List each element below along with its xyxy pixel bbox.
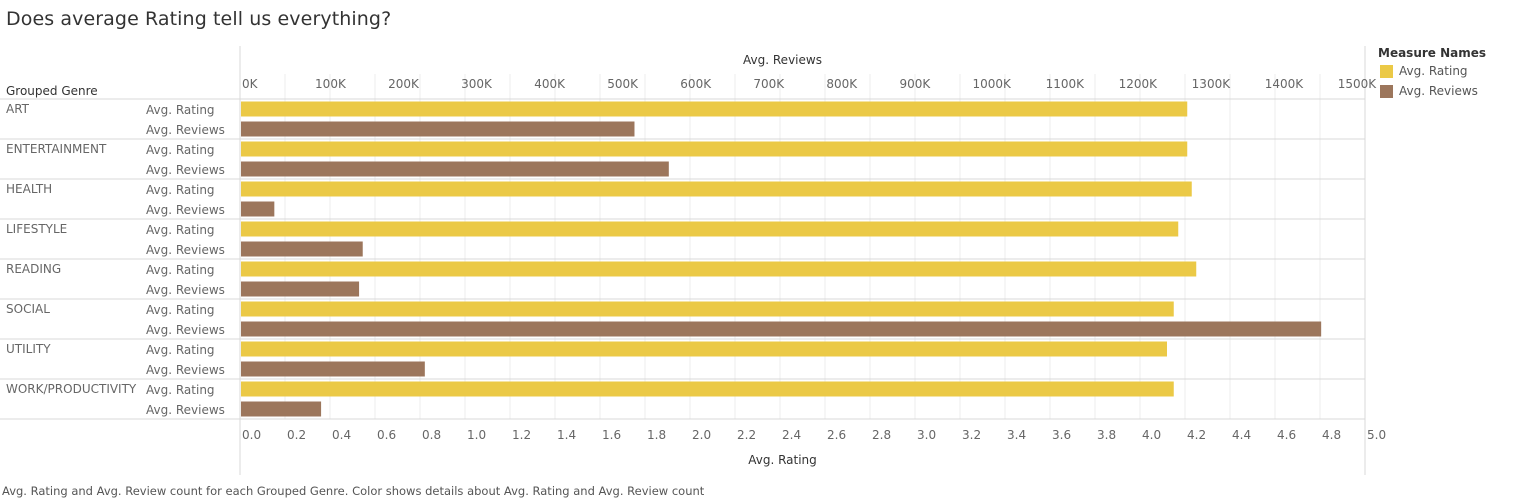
measure-label: Avg. Rating bbox=[146, 103, 215, 117]
top-axis-tick-label: 1400K bbox=[1265, 77, 1305, 91]
bottom-axis-tick-label: 3.6 bbox=[1052, 428, 1071, 442]
bar-avg-reviews-utility bbox=[241, 361, 425, 377]
measure-label: Avg. Rating bbox=[146, 303, 215, 317]
top-axis-tick-label: 800K bbox=[826, 77, 858, 91]
genre-label-utility: UTILITY bbox=[6, 342, 51, 356]
top-axis-tick-label: 900K bbox=[899, 77, 931, 91]
genre-label-work-productivity: WORK/PRODUCTIVITY bbox=[6, 382, 137, 396]
bar-avg-rating-entertainment bbox=[241, 141, 1188, 157]
bar-avg-reviews-art bbox=[241, 121, 635, 137]
top-axis-tick-label: 1500K bbox=[1338, 77, 1378, 91]
top-axis-tick-label: 200K bbox=[388, 77, 420, 91]
top-axis-tick-label: 600K bbox=[680, 77, 712, 91]
bar-avg-reviews-lifestyle bbox=[241, 241, 363, 257]
bottom-axis-tick-label: 2.6 bbox=[827, 428, 846, 442]
genre-label-health: HEALTH bbox=[6, 182, 52, 196]
bar-avg-rating-lifestyle bbox=[241, 221, 1179, 237]
bar-avg-rating-utility bbox=[241, 341, 1167, 357]
genre-label-reading: READING bbox=[6, 262, 61, 276]
measure-label: Avg. Rating bbox=[146, 263, 215, 277]
bottom-axis-tick-label: 2.0 bbox=[692, 428, 711, 442]
bottom-axis-tick-label: 2.4 bbox=[782, 428, 801, 442]
bottom-axis-tick-label: 2.2 bbox=[737, 428, 756, 442]
measure-label: Avg. Reviews bbox=[146, 323, 225, 337]
measure-label: Avg. Reviews bbox=[146, 123, 225, 137]
bottom-axis-tick-label: 3.0 bbox=[917, 428, 936, 442]
bottom-axis-tick-label: 4.6 bbox=[1277, 428, 1296, 442]
genre-label-entertainment: ENTERTAINMENT bbox=[6, 142, 107, 156]
measure-label: Avg. Reviews bbox=[146, 363, 225, 377]
measure-label: Avg. Reviews bbox=[146, 243, 225, 257]
genre-label-lifestyle: LIFESTYLE bbox=[6, 222, 67, 236]
bottom-axis-tick-label: 1.4 bbox=[557, 428, 576, 442]
bottom-axis-tick-label: 4.8 bbox=[1322, 428, 1341, 442]
bottom-axis-tick-label: 2.8 bbox=[872, 428, 891, 442]
top-axis-tick-label: 100K bbox=[315, 77, 347, 91]
bottom-axis-tick-label: 4.0 bbox=[1142, 428, 1161, 442]
chart-caption: Avg. Rating and Avg. Review count for ea… bbox=[2, 484, 705, 498]
bar-avg-reviews-health bbox=[241, 201, 275, 217]
bottom-axis-tick-label: 3.8 bbox=[1097, 428, 1116, 442]
top-axis-tick-label: 300K bbox=[461, 77, 493, 91]
top-axis-title: Avg. Reviews bbox=[743, 53, 822, 67]
genre-label-social: SOCIAL bbox=[6, 302, 50, 316]
bar-avg-rating-social bbox=[241, 301, 1174, 317]
legend-title: Measure Names bbox=[1378, 46, 1487, 60]
top-axis-tick-label: 1000K bbox=[973, 77, 1013, 91]
top-axis-tick-label: 400K bbox=[534, 77, 566, 91]
bar-avg-reviews-social bbox=[241, 321, 1322, 337]
top-axis-tick-label: 0K bbox=[242, 77, 259, 91]
bottom-axis-tick-label: 5.0 bbox=[1367, 428, 1386, 442]
bar-avg-reviews-reading bbox=[241, 281, 360, 297]
legend-swatch-avg-rating bbox=[1380, 64, 1393, 78]
top-axis-tick-label: 1200K bbox=[1119, 77, 1159, 91]
bottom-axis-tick-label: 0.6 bbox=[377, 428, 396, 442]
legend-label-avg-rating: Avg. Rating bbox=[1399, 64, 1468, 78]
legend-item-avg-rating[interactable]: Avg. Rating bbox=[1380, 64, 1468, 78]
bottom-axis-tick-label: 4.4 bbox=[1232, 428, 1251, 442]
measure-label: Avg. Rating bbox=[146, 143, 215, 157]
bar-avg-reviews-work-productivity bbox=[241, 401, 322, 417]
measure-label: Avg. Reviews bbox=[146, 403, 225, 417]
row-header: Grouped Genre bbox=[6, 84, 98, 98]
bottom-axis-title: Avg. Rating bbox=[748, 453, 817, 467]
measure-label: Avg. Rating bbox=[146, 343, 215, 357]
bottom-axis-tick-label: 0.0 bbox=[242, 428, 261, 442]
legend-item-avg-reviews[interactable]: Avg. Reviews bbox=[1380, 84, 1478, 98]
bar-avg-rating-reading bbox=[241, 261, 1197, 277]
measure-label: Avg. Reviews bbox=[146, 163, 225, 177]
measure-label: Avg. Reviews bbox=[146, 203, 225, 217]
measure-label: Avg. Rating bbox=[146, 383, 215, 397]
bottom-axis-tick-label: 1.2 bbox=[512, 428, 531, 442]
bottom-axis-tick-label: 3.4 bbox=[1007, 428, 1026, 442]
measure-label: Avg. Rating bbox=[146, 183, 215, 197]
bottom-axis-tick-label: 4.2 bbox=[1187, 428, 1206, 442]
top-axis-tick-label: 500K bbox=[607, 77, 639, 91]
bar-avg-rating-work-productivity bbox=[241, 381, 1174, 397]
bottom-axis-tick-label: 1.8 bbox=[647, 428, 666, 442]
legend-swatch-avg-reviews bbox=[1380, 84, 1393, 98]
genre-label-art: ART bbox=[6, 102, 30, 116]
bar-avg-reviews-entertainment bbox=[241, 161, 669, 177]
measure-label: Avg. Rating bbox=[146, 223, 215, 237]
top-axis-tick-label: 700K bbox=[753, 77, 785, 91]
bottom-axis-tick-label: 1.6 bbox=[602, 428, 621, 442]
bottom-axis-tick-label: 3.2 bbox=[962, 428, 981, 442]
bottom-axis-tick-label: 0.2 bbox=[287, 428, 306, 442]
top-axis-tick-label: 1100K bbox=[1046, 77, 1086, 91]
top-axis-tick-label: 1300K bbox=[1192, 77, 1232, 91]
bottom-axis-tick-label: 1.0 bbox=[467, 428, 486, 442]
chart-title: Does average Rating tell us everything? bbox=[6, 8, 392, 30]
bar-avg-rating-art bbox=[241, 101, 1188, 117]
bottom-axis-tick-label: 0.4 bbox=[332, 428, 351, 442]
bar-avg-rating-health bbox=[241, 181, 1192, 197]
measure-label: Avg. Reviews bbox=[146, 283, 225, 297]
legend-label-avg-reviews: Avg. Reviews bbox=[1399, 84, 1478, 98]
bottom-axis-tick-label: 0.8 bbox=[422, 428, 441, 442]
